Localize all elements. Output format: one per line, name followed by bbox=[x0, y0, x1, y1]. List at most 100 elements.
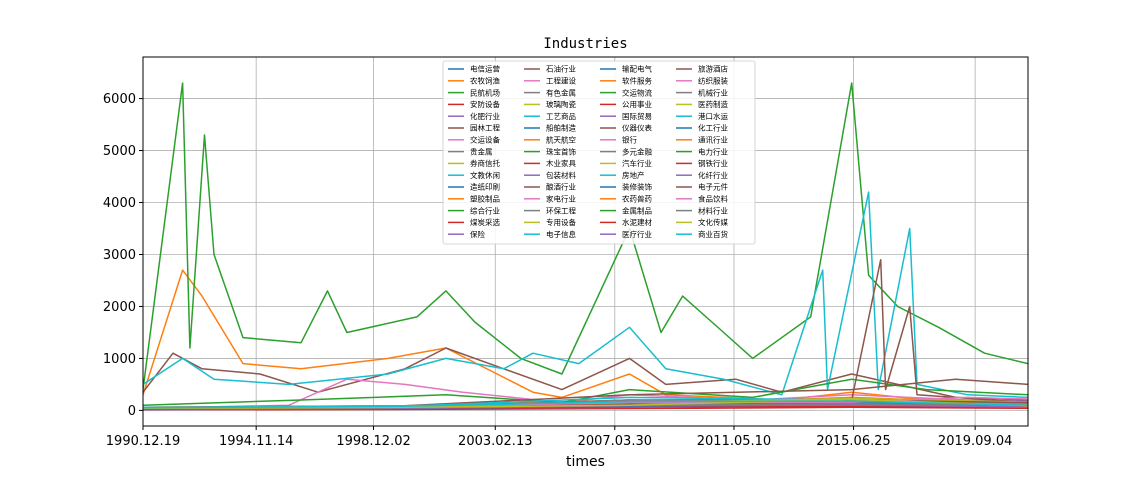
x-axis-title: times bbox=[566, 454, 605, 470]
legend-item: 医药制造 bbox=[676, 99, 728, 109]
y-tick-label: 0 bbox=[128, 404, 136, 419]
legend-label: 商业百货 bbox=[698, 229, 728, 239]
legend-label: 水泥建材 bbox=[622, 217, 652, 227]
legend-item: 安防设备 bbox=[448, 99, 500, 109]
legend-item: 水泥建材 bbox=[600, 217, 652, 227]
y-tick-label: 1000 bbox=[103, 352, 136, 367]
legend-label: 通讯行业 bbox=[698, 135, 728, 145]
legend-label: 国际贸易 bbox=[622, 111, 652, 121]
legend-item: 电信运营 bbox=[448, 64, 500, 74]
legend-item: 公用事业 bbox=[600, 99, 652, 109]
legend-label: 文化传媒 bbox=[698, 217, 728, 227]
legend-label: 公用事业 bbox=[622, 99, 652, 109]
legend-label: 保险 bbox=[470, 229, 485, 239]
legend-label: 民航机场 bbox=[470, 87, 500, 97]
plot-frame bbox=[142, 56, 1029, 427]
legend-item: 煤炭采选 bbox=[448, 217, 500, 227]
legend-label: 机械行业 bbox=[698, 87, 728, 97]
legend-item: 塑胶制品 bbox=[448, 194, 500, 204]
legend-item: 国际贸易 bbox=[600, 111, 652, 121]
legend-label: 券商信托 bbox=[470, 158, 500, 168]
legend-label: 包装材料 bbox=[546, 170, 576, 180]
legend-item: 玻璃陶瓷 bbox=[524, 99, 576, 109]
legend-label: 航天航空 bbox=[546, 135, 576, 145]
legend-item: 旅游酒店 bbox=[676, 64, 728, 74]
legend-item: 港口水运 bbox=[676, 111, 728, 121]
legend-label: 交运设备 bbox=[470, 135, 500, 145]
legend-item: 珠宝首饰 bbox=[524, 146, 576, 156]
legend-item: 通讯行业 bbox=[676, 135, 728, 145]
legend-label: 木业家具 bbox=[546, 158, 576, 168]
legend-label: 钢铁行业 bbox=[698, 158, 728, 168]
legend-label: 珠宝首饰 bbox=[546, 146, 576, 156]
legend-item: 食品饮料 bbox=[676, 194, 728, 204]
y-tick-label: 6000 bbox=[103, 92, 136, 107]
legend-item: 有色金属 bbox=[524, 87, 576, 97]
legend-label: 房地产 bbox=[622, 170, 645, 180]
series-lines bbox=[143, 82, 1028, 411]
legend-label: 贵金属 bbox=[470, 146, 493, 156]
legend-item: 工程建设 bbox=[524, 76, 576, 86]
series-line-2 bbox=[143, 82, 1028, 390]
legend-label: 电力行业 bbox=[698, 146, 728, 156]
legend-item: 电子元件 bbox=[676, 182, 728, 192]
legend-label: 输配电气 bbox=[622, 64, 652, 74]
legend-item: 工艺商品 bbox=[524, 111, 576, 121]
y-tick-label: 3000 bbox=[103, 248, 136, 263]
legend-item: 券商信托 bbox=[448, 158, 500, 168]
legend-label: 软件服务 bbox=[622, 76, 652, 86]
legend-label: 环保工程 bbox=[546, 206, 576, 215]
legend-label: 电子元件 bbox=[698, 182, 728, 192]
legend-label: 安防设备 bbox=[470, 99, 500, 109]
series-line-58 bbox=[143, 398, 1028, 410]
legend-label: 金属制品 bbox=[622, 205, 652, 215]
x-tick-label: 2015.06.25 bbox=[816, 434, 890, 449]
legend-item: 纺织服装 bbox=[676, 76, 728, 86]
legend-label: 银行 bbox=[622, 135, 637, 145]
legend-label: 煤炭采选 bbox=[470, 217, 500, 227]
legend-item: 农牧饲渔 bbox=[448, 76, 500, 86]
legend-label: 有色金属 bbox=[546, 87, 576, 97]
legend-item: 酿酒行业 bbox=[524, 182, 576, 192]
legend-item: 装修装饰 bbox=[600, 182, 652, 192]
legend-item: 交运物流 bbox=[600, 87, 652, 97]
y-tick-label: 4000 bbox=[103, 196, 136, 211]
axes: 1990.12.19 1994.11.14 1998.12.02 2003.02.13… bbox=[103, 92, 1012, 449]
legend-label: 农药兽药 bbox=[622, 194, 652, 204]
legend-item: 输配电气 bbox=[600, 64, 652, 74]
legend-item: 民航机场 bbox=[448, 87, 500, 97]
legend-item: 软件服务 bbox=[600, 76, 652, 86]
y-tick-label: 2000 bbox=[103, 300, 136, 315]
legend-label: 工艺商品 bbox=[546, 111, 576, 121]
legend-label: 农牧饲渔 bbox=[470, 76, 500, 86]
legend-label: 电子信息 bbox=[546, 229, 576, 239]
legend-item: 化工行业 bbox=[676, 123, 728, 133]
series-line-1 bbox=[143, 269, 1028, 402]
legend-item: 文化传媒 bbox=[676, 217, 728, 227]
legend-item: 综合行业 bbox=[448, 205, 500, 215]
chart-title: Industries bbox=[543, 36, 627, 52]
x-tick-label: 1994.11.14 bbox=[219, 434, 293, 449]
legend-item: 农药兽药 bbox=[600, 194, 652, 204]
legend-item: 保险 bbox=[448, 229, 485, 239]
series-line-6 bbox=[143, 378, 1028, 410]
x-tick-label: 1990.12.19 bbox=[106, 434, 180, 449]
legend: 电信运营农牧饲渔民航机场安防设备化肥行业园林工程交运设备贵金属券商信托文教休闲造… bbox=[442, 60, 756, 245]
legend-item: 船舶制造 bbox=[524, 123, 576, 133]
legend-label: 造纸印刷 bbox=[470, 182, 500, 192]
legend-item: 家电行业 bbox=[524, 194, 576, 204]
legend-item: 文教休闲 bbox=[448, 170, 500, 180]
series-line-9 bbox=[143, 191, 1028, 399]
legend-label: 化肥行业 bbox=[470, 111, 500, 121]
legend-label: 石油行业 bbox=[546, 64, 576, 74]
legend-label: 装修装饰 bbox=[622, 182, 652, 192]
legend-label: 文教休闲 bbox=[470, 170, 500, 180]
legend-item: 电力行业 bbox=[676, 146, 728, 156]
legend-item: 机械行业 bbox=[676, 87, 728, 97]
legend-label: 医药制造 bbox=[698, 99, 728, 109]
legend-label: 酿酒行业 bbox=[546, 182, 576, 192]
legend-label: 工程建设 bbox=[546, 76, 576, 86]
legend-item: 医疗行业 bbox=[600, 229, 652, 239]
legend-item: 包装材料 bbox=[524, 170, 576, 180]
legend-label: 纺织服装 bbox=[698, 76, 728, 86]
